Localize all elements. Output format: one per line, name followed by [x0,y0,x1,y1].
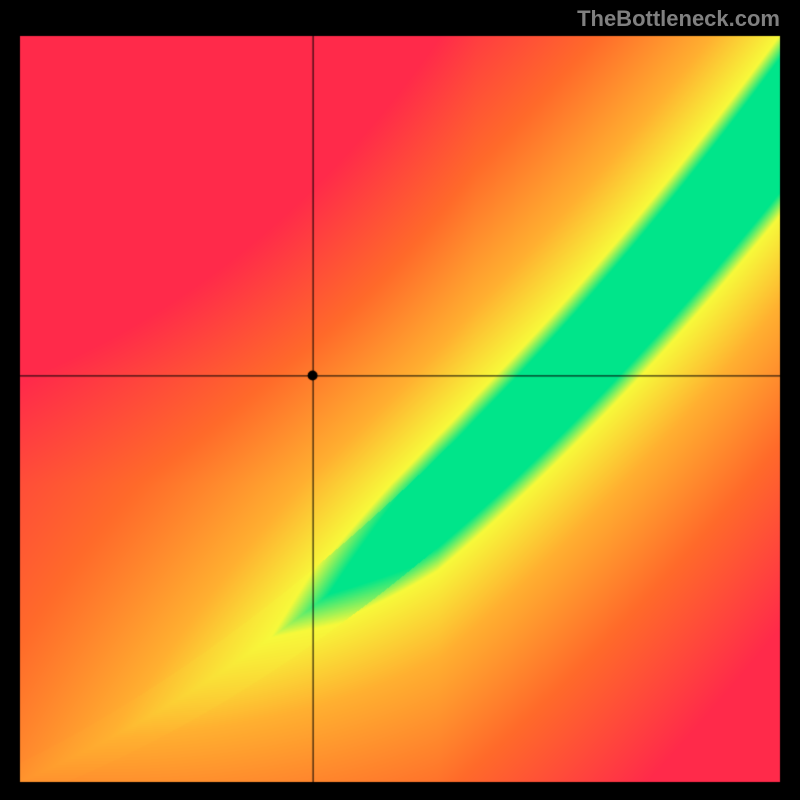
bottleneck-heatmap [0,0,800,800]
watermark-text: TheBottleneck.com [577,6,780,32]
